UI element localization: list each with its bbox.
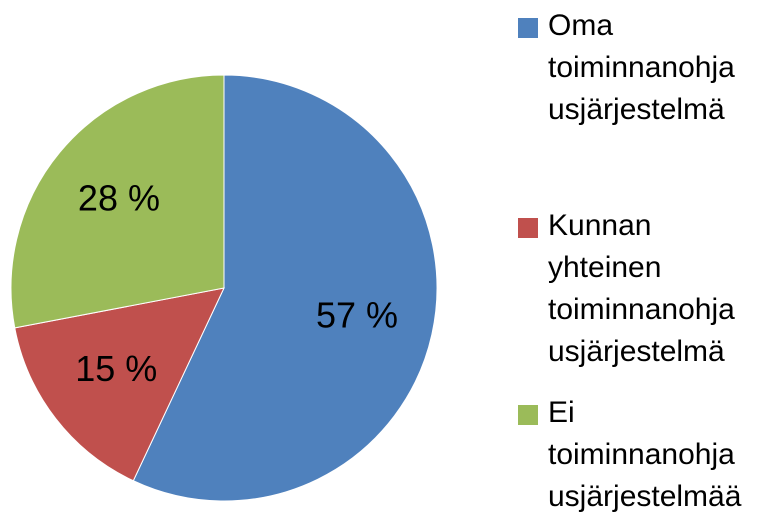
- legend-label: Ei toiminnanohjausjärjestelmää: [548, 396, 742, 513]
- pie-slice: [132, 74, 438, 502]
- slice-label: 57 %: [316, 294, 398, 335]
- legend-label: Oma toiminnanohjausjärjestelmä: [548, 9, 735, 126]
- slice-label: 28 %: [78, 178, 160, 219]
- legend-swatch: [518, 218, 538, 238]
- legend-label: Kunnan yhteinen toiminnanohjausjärjestel…: [548, 209, 735, 368]
- slice-label: 15 %: [75, 348, 157, 389]
- chart: 57 % 15 % 28 %: [10, 74, 438, 502]
- pie-slice: [14, 287, 225, 482]
- legend-swatch: [518, 18, 538, 38]
- pie-slice: [10, 74, 225, 329]
- legend-swatch: [518, 405, 538, 425]
